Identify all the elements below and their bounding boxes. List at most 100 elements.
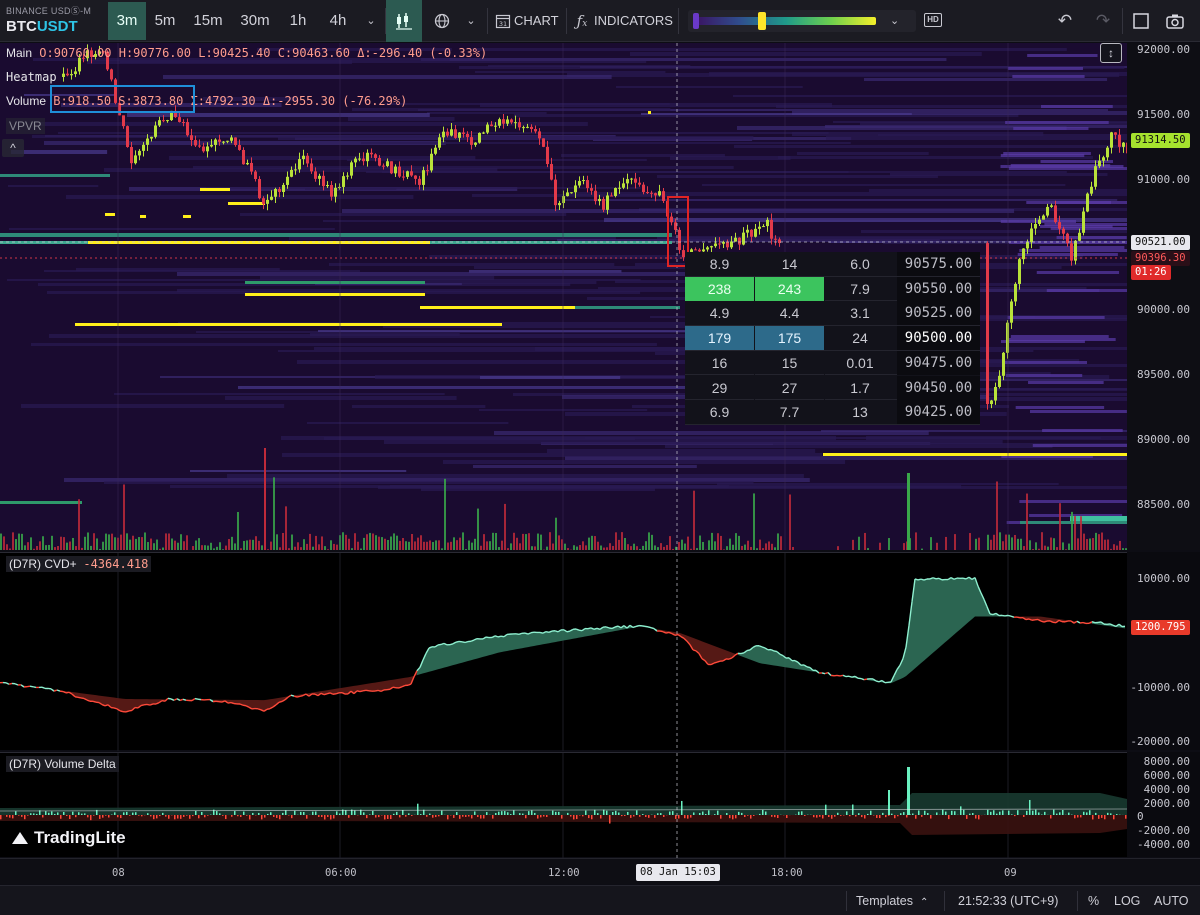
volume-bar bbox=[1110, 548, 1112, 550]
vd-bar bbox=[543, 815, 545, 817]
orderbook-total: 7.9 bbox=[850, 280, 870, 297]
cvd-line bbox=[728, 657, 733, 660]
cvd-line bbox=[875, 680, 880, 683]
templates-button[interactable]: Templates ⌃ bbox=[856, 886, 928, 915]
volume-bar bbox=[591, 535, 593, 550]
cvd-line bbox=[62, 690, 67, 694]
cvd-line bbox=[746, 649, 751, 652]
cvd-fill bbox=[357, 684, 360, 692]
candle-body bbox=[702, 249, 705, 252]
volume-delta-axis[interactable]: 8000.00 6000.00 4000.00 2000.00 0 -2000.… bbox=[1127, 752, 1200, 857]
camera-icon[interactable] bbox=[1162, 0, 1188, 42]
time-axis[interactable]: 08 06:00 12:00 18:00 09 08 Jan 15:03 bbox=[0, 858, 1200, 884]
heatmap-band bbox=[1003, 152, 1091, 155]
candle-body bbox=[538, 131, 541, 139]
volume-bar bbox=[1056, 547, 1058, 550]
timeframe-4h[interactable]: 4h bbox=[329, 12, 347, 29]
timeframe-dropdown-icon[interactable]: ⌄ bbox=[366, 15, 376, 27]
volume-bar bbox=[219, 542, 221, 550]
layout-dropdown-icon[interactable]: ⌄ bbox=[466, 15, 476, 27]
candle-body bbox=[706, 247, 709, 250]
expand-pane-icon[interactable]: ↕ bbox=[1100, 43, 1122, 63]
cvd-line bbox=[377, 689, 382, 693]
volume-delta-panel[interactable] bbox=[0, 752, 1128, 858]
vd-bar bbox=[474, 811, 476, 815]
indicators-button[interactable]: INDICATORS bbox=[594, 13, 673, 28]
vd-bar bbox=[690, 815, 692, 818]
volume-bar bbox=[1122, 548, 1124, 550]
cvd-fill bbox=[1053, 618, 1056, 623]
heatmap-band bbox=[792, 111, 1127, 115]
heatmap-intensity-slider[interactable]: ⌄ bbox=[688, 10, 916, 32]
candle-body bbox=[218, 139, 221, 142]
vd-bar bbox=[888, 790, 890, 815]
cvd-axis[interactable]: 10000.00 -10000.00 -20000.00 bbox=[1127, 552, 1200, 750]
cvd-line bbox=[389, 686, 394, 690]
vd-bar bbox=[858, 813, 860, 815]
auto-toggle[interactable]: AUTO bbox=[1154, 894, 1189, 908]
heatmap-band bbox=[459, 66, 1125, 69]
slider-dropdown-icon[interactable]: ⌄ bbox=[890, 15, 900, 27]
volume-bar bbox=[135, 538, 137, 550]
cvd-line bbox=[596, 627, 601, 631]
heatmap-band bbox=[473, 465, 697, 468]
cvd-line bbox=[761, 646, 766, 649]
vd-bar bbox=[907, 767, 910, 815]
candle-body bbox=[550, 164, 553, 180]
vd-bar bbox=[216, 811, 218, 815]
orderbook-row: 179 175 24 90500.00 bbox=[685, 326, 980, 351]
price-axis[interactable]: 92000.00 91500.00 91000.00 90000.00 8950… bbox=[1127, 43, 1200, 550]
volume-bar bbox=[435, 540, 437, 550]
cvd-fill bbox=[954, 578, 957, 635]
collapse-legend-button[interactable]: ^ bbox=[2, 139, 24, 157]
liquidity-wall bbox=[0, 501, 82, 504]
heatmap-legend-label[interactable]: Heatmap bbox=[6, 70, 57, 84]
timeframe-15m[interactable]: 15m bbox=[193, 12, 223, 29]
undo-icon[interactable]: ↶ bbox=[1057, 11, 1073, 30]
vd-bar bbox=[201, 811, 203, 815]
vd-bar bbox=[834, 815, 836, 817]
cvd-line bbox=[482, 636, 487, 640]
timeframe-3m[interactable]: 3m bbox=[108, 2, 146, 40]
vd-bar bbox=[426, 815, 428, 817]
cvd-line bbox=[698, 653, 703, 660]
slider-left-handle[interactable] bbox=[693, 13, 699, 29]
heatmap-band bbox=[674, 237, 1127, 241]
vd-bar bbox=[993, 810, 995, 815]
clock[interactable]: 21:52:33 (UTC+9) bbox=[958, 894, 1059, 908]
vpvr-toggle[interactable]: VPVR bbox=[6, 118, 45, 134]
volume-bar bbox=[423, 541, 425, 550]
chart-button[interactable]: CHART bbox=[514, 13, 559, 28]
log-toggle[interactable]: LOG bbox=[1114, 894, 1141, 908]
volume-bar bbox=[105, 533, 107, 550]
slider-thumb[interactable] bbox=[758, 12, 766, 30]
cvd-line bbox=[590, 627, 595, 630]
orderbook-row: 29 27 1.7 90450.00 bbox=[685, 375, 980, 401]
candlestick-icon[interactable] bbox=[386, 0, 422, 42]
vd-bar bbox=[552, 810, 554, 815]
cvd-line bbox=[938, 577, 943, 581]
calendar-31-icon: 31 bbox=[492, 0, 514, 42]
vd-bar bbox=[945, 811, 947, 815]
orderbook-total: 0.01 bbox=[846, 354, 874, 371]
candle-body bbox=[518, 122, 521, 128]
timeframe-30m[interactable]: 30m bbox=[240, 12, 270, 29]
cvd-panel[interactable] bbox=[0, 552, 1127, 751]
volume-bar bbox=[180, 534, 182, 550]
cvd-line bbox=[323, 693, 328, 696]
orderbook-bid: 238 bbox=[685, 276, 755, 301]
fullscreen-square-icon[interactable] bbox=[1128, 0, 1154, 42]
symbol-selector[interactable]: BINANCE USDⓈ-M BTCUSDT bbox=[6, 4, 106, 35]
vd-bar bbox=[156, 815, 158, 819]
candle-body bbox=[246, 162, 249, 165]
timeframe-5m[interactable]: 5m bbox=[154, 12, 176, 29]
globe-icon[interactable] bbox=[428, 0, 456, 42]
candle-body bbox=[110, 69, 113, 80]
vd-bar bbox=[177, 815, 179, 819]
redo-icon[interactable]: ↷ bbox=[1095, 11, 1111, 30]
timeframe-1h[interactable]: 1h bbox=[289, 12, 307, 29]
candle-body bbox=[658, 191, 661, 196]
volume-bar bbox=[192, 546, 194, 550]
percent-toggle[interactable]: % bbox=[1088, 894, 1100, 908]
hd-toggle[interactable]: HD bbox=[924, 13, 942, 27]
